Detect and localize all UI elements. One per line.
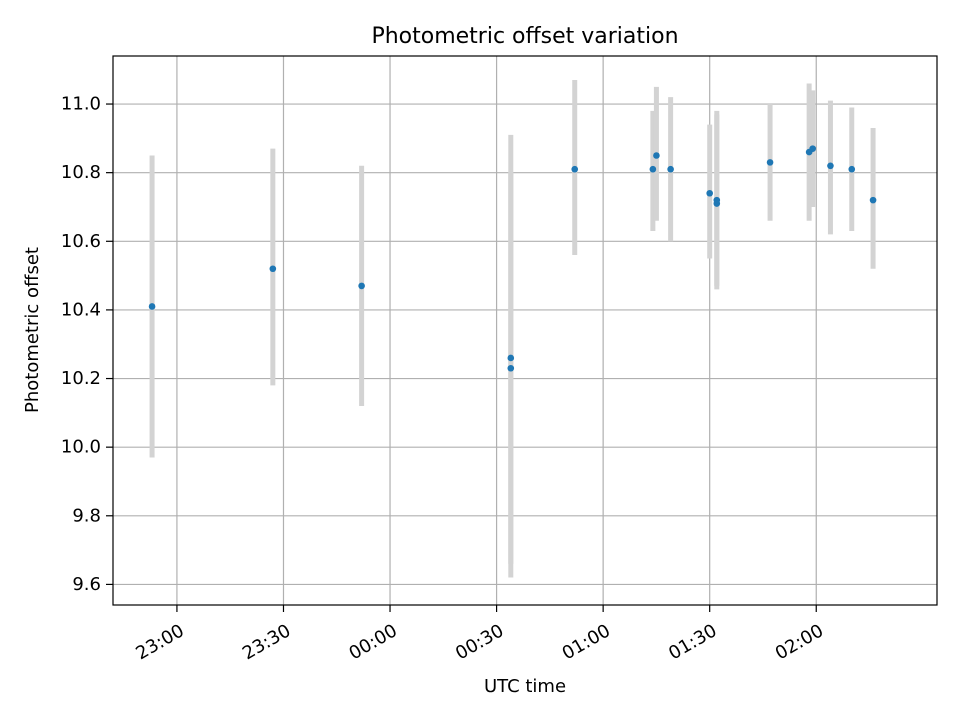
data-point	[713, 196, 721, 204]
y-axis-label: Photometric offset	[22, 247, 43, 413]
data-point	[507, 364, 515, 372]
data-point	[649, 165, 657, 173]
y-tick-label: 10.2	[61, 368, 101, 389]
y-tick-label: 11.0	[61, 94, 101, 115]
chart-title: Photometric offset variation	[371, 24, 678, 49]
y-tick-label: 10.4	[61, 299, 101, 320]
y-tick-label: 10.6	[61, 231, 101, 252]
y-axis-ticks: 9.6 9.8 10.0 10.2 10.4 10.6 10.8 11.0	[61, 94, 113, 595]
data-point	[869, 196, 877, 204]
y-tick-label: 9.8	[72, 505, 101, 526]
data-point	[766, 159, 774, 166]
data-point	[848, 165, 856, 173]
data-point	[358, 282, 365, 290]
data-point	[706, 189, 713, 197]
data-point	[809, 145, 816, 152]
grid-lines	[113, 56, 937, 605]
y-tick-label: 9.6	[72, 574, 101, 595]
data-point	[148, 303, 156, 310]
data-point	[827, 162, 834, 170]
data-point	[653, 152, 660, 159]
x-axis-label: UTC time	[484, 676, 566, 697]
data-point	[667, 165, 674, 173]
data-point	[269, 265, 277, 273]
plot-frame	[112, 55, 938, 606]
y-tick-label: 10.0	[61, 437, 101, 458]
data-point	[507, 354, 515, 362]
data-point	[571, 165, 579, 173]
data-points	[148, 145, 877, 372]
y-tick-label: 10.8	[61, 162, 101, 183]
